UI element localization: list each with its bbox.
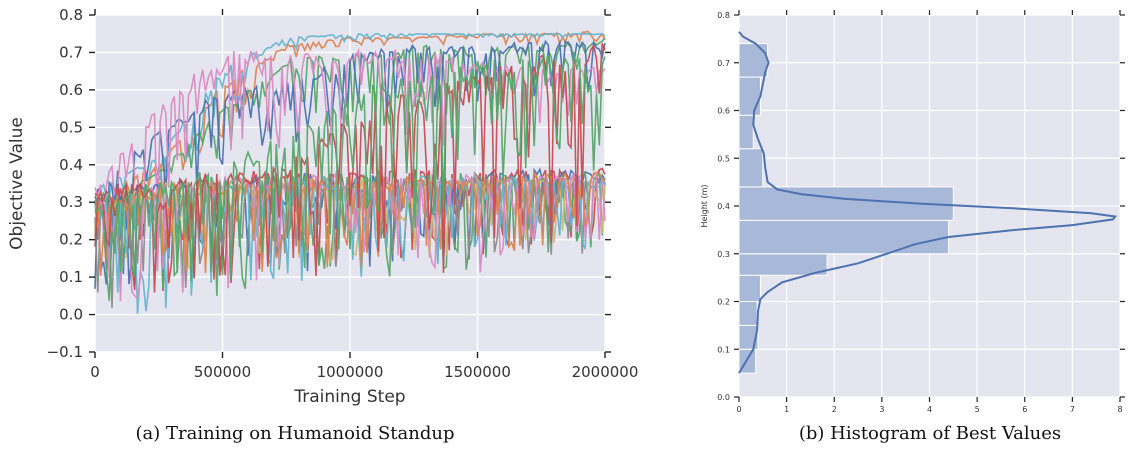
- histogram-bars: [738, 43, 954, 374]
- training-trajectory-13: [94, 170, 606, 276]
- histogram-bar: [738, 76, 761, 116]
- training-trajectory-4: [94, 39, 606, 289]
- histogram-x-tick-label: 3: [879, 405, 884, 414]
- training-y-tick-label: 0.3: [59, 193, 83, 211]
- training-y-tick-label: 0.5: [59, 118, 83, 136]
- training-y-tick-label: 0.7: [59, 43, 83, 61]
- training-caption: (a) Training on Humanoid Standup: [136, 423, 455, 444]
- histogram-chart: 0 1 2 3 4 5 6 7 8 0.0 0.1 0.2 0.3 0.4 0.5 0.6 0.7 0.8 Hei…: [700, 10, 1125, 444]
- histogram-y-tick-label: 0.4: [717, 202, 730, 211]
- training-trajectory-2: [94, 32, 606, 198]
- training-y-tick-label: 0.4: [59, 156, 83, 174]
- training-trajectories: [94, 30, 606, 314]
- histogram-x-tick-label: 8: [1117, 405, 1122, 414]
- histogram-y-tick-label: 0.7: [717, 59, 730, 68]
- histogram-y-tick-label: 0.6: [717, 107, 730, 116]
- training-y-axis-label: Objective Value: [7, 117, 27, 250]
- training-y-tick-label: 0.1: [59, 268, 83, 286]
- training-x-tick-label: 500000: [194, 363, 251, 381]
- training-trajectory-5: [94, 47, 606, 238]
- histogram-caption: (b) Histogram of Best Values: [799, 423, 1061, 444]
- histogram-y-tick-label: 0.1: [717, 345, 730, 354]
- training-y-tick-label: −0.1: [47, 343, 83, 361]
- histogram-x-tick-label: 6: [1022, 405, 1027, 414]
- histogram-kde-curve: [738, 31, 1118, 374]
- histogram-x-tick-label: 0: [736, 405, 741, 414]
- histogram-y-tick-label: 0.8: [717, 11, 730, 20]
- histogram-bar: [738, 114, 754, 150]
- training-x-tick-label: 1500000: [444, 363, 511, 381]
- training-chart: 0 500000 1000000 1500000 2000000 −0.1 0.0 0.1 0.…: [7, 6, 638, 444]
- histogram-bar: [738, 301, 758, 326]
- histogram-y-tick-label: 0.5: [717, 154, 730, 163]
- histogram-y-tick-label: 0.2: [717, 298, 730, 307]
- histogram-x-tick-label: 2: [832, 405, 837, 414]
- histogram-y-tick-label: 0.3: [717, 250, 730, 259]
- training-trajectory-14: [94, 43, 606, 293]
- training-y-tick-label: 0.6: [59, 81, 83, 99]
- histogram-bar: [738, 274, 761, 302]
- histogram-y-tick-label: 0.0: [717, 393, 730, 402]
- histogram-y-axis-label: Height (m): [700, 184, 709, 227]
- histogram-x-tick-label: 1: [784, 405, 789, 414]
- training-x-tick-label: 0: [90, 363, 100, 381]
- training-x-tick-label: 2000000: [572, 363, 639, 381]
- histogram-bar: [738, 148, 764, 188]
- training-ticks: 0 500000 1000000 1500000 2000000 −0.1 0.0 0.1 0.…: [47, 6, 639, 381]
- training-trajectory-12: [94, 170, 606, 302]
- histogram-bar: [738, 253, 828, 276]
- histogram-ticks: 0 1 2 3 4 5 6 7 8 0.0 0.1 0.2 0.3 0.4 0.5 0.6 0.7 0.8: [717, 10, 1125, 414]
- training-x-axis-label: Training Step: [293, 387, 405, 407]
- training-trajectory-15: [94, 51, 606, 301]
- histogram-x-tick-label: 4: [927, 405, 932, 414]
- histogram-bar: [738, 43, 769, 78]
- training-y-tick-label: 0.0: [59, 306, 83, 324]
- training-y-tick-label: 0.2: [59, 231, 83, 249]
- training-y-tick-label: 0.8: [59, 6, 83, 24]
- histogram-x-tick-label: 5: [975, 405, 980, 414]
- training-x-tick-label: 1000000: [317, 363, 384, 381]
- histogram-x-tick-label: 7: [1070, 405, 1075, 414]
- histogram-bar: [738, 219, 950, 255]
